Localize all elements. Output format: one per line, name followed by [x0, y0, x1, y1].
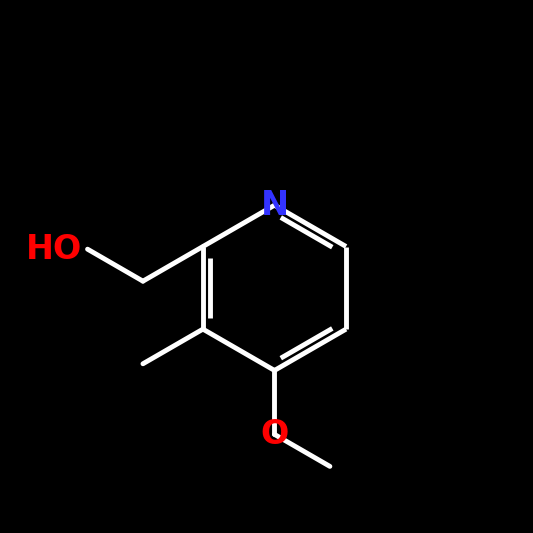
- Text: O: O: [260, 418, 289, 451]
- Text: HO: HO: [26, 233, 82, 265]
- Text: N: N: [261, 189, 288, 222]
